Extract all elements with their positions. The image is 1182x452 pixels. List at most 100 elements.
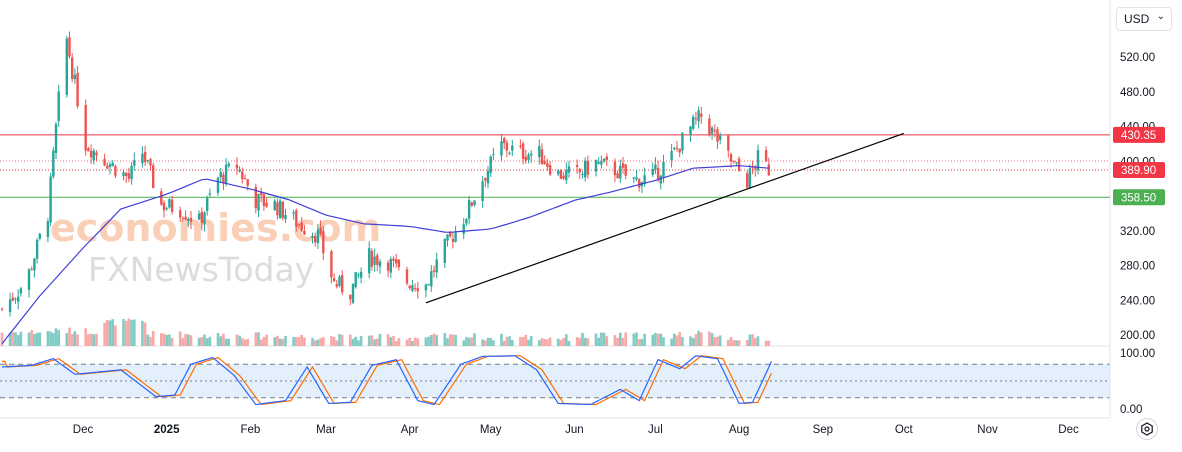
candle-body [538, 146, 541, 158]
candle-body [602, 158, 606, 162]
candle-body [162, 202, 166, 211]
price-axis[interactable]: 200.00240.00280.00320.00360.00400.00440.… [1120, 52, 1155, 416]
volume-bar [241, 338, 244, 346]
candle-body [462, 224, 465, 234]
candle-body [678, 148, 681, 153]
volume-bar [122, 318, 125, 346]
time-axis-label: Feb [240, 424, 260, 436]
volume-bar [448, 334, 452, 346]
volume-bar [670, 338, 673, 346]
candle-body [659, 175, 662, 184]
candle-body [311, 235, 314, 239]
time-axis-label: Jul [648, 424, 663, 436]
volume-bar [430, 334, 433, 346]
volume-bar [651, 334, 654, 346]
volume-bar [168, 334, 171, 346]
candle-body [292, 212, 295, 214]
stochastic-d-line [2, 355, 773, 406]
candle-body [708, 118, 711, 135]
candle-body [92, 150, 95, 161]
volume-bar [351, 338, 355, 346]
candle-body [670, 151, 673, 161]
volume-bar [330, 336, 333, 346]
volume-bar [205, 338, 209, 346]
candle-body [143, 151, 147, 163]
candle-body [767, 164, 770, 176]
trend-line[interactable] [425, 132, 905, 304]
moving-average-line [1, 165, 769, 345]
volume-bar [297, 337, 301, 346]
volume-bar [49, 331, 52, 346]
candle-body [125, 172, 128, 176]
candle-body [130, 166, 133, 180]
candle-body [638, 179, 641, 188]
volume-bar [187, 334, 190, 346]
volume-bar [162, 333, 166, 346]
volume-bar [133, 319, 136, 346]
volume-bar [273, 337, 276, 346]
volume-bar [65, 333, 69, 346]
volume-bar [130, 319, 133, 346]
watermark-line-2: FXNewsToday [88, 250, 314, 289]
candle-body [727, 135, 730, 151]
candle-body [748, 168, 752, 188]
volume-bar [659, 333, 663, 346]
candle-body [262, 194, 266, 206]
volume-bar [389, 337, 393, 346]
candle-body [17, 296, 20, 302]
volume-bar [14, 332, 17, 346]
volume-bar [11, 332, 15, 346]
volume-bar [259, 339, 263, 346]
volume-bar [751, 334, 754, 346]
volume-bar [76, 334, 79, 346]
time-axis[interactable]: Dec 2025 Feb Mar Apr May Jun Jul Aug Sep Oct Nov Dec [73, 424, 1079, 436]
candle-body [732, 160, 735, 162]
candle-body [764, 150, 768, 162]
volume-bar [435, 335, 438, 346]
candle-body [754, 166, 757, 169]
volume-bar [716, 336, 719, 346]
candle-body [527, 154, 530, 160]
volume-bar [654, 332, 657, 346]
candle-body [19, 288, 23, 294]
candle-body [238, 169, 241, 172]
volume-bar [562, 337, 565, 346]
volume-bar [678, 332, 681, 346]
time-axis-label: Oct [895, 424, 914, 436]
candle-body [530, 153, 533, 156]
volume-bar [754, 337, 757, 346]
volume-bar [349, 334, 352, 346]
volume-bar [756, 336, 760, 346]
candle-body [427, 284, 430, 286]
candle-body [467, 199, 471, 219]
time-axis-label: Nov [977, 424, 998, 436]
volume-bar [519, 336, 522, 346]
volume-bar [292, 336, 295, 346]
candle-body [508, 152, 511, 154]
settings-button[interactable] [1136, 418, 1158, 440]
candle-body [586, 160, 590, 175]
volume-bar [594, 333, 598, 346]
volume-bar [481, 339, 484, 346]
volume-bar [392, 335, 395, 346]
volume-bar [613, 335, 617, 346]
candle-body [368, 248, 371, 274]
candle-body [206, 197, 209, 212]
candle-body [187, 218, 190, 221]
volume-bar [254, 332, 258, 346]
candle-body [581, 173, 584, 175]
candle-body [500, 141, 503, 156]
volume-bar [473, 333, 476, 346]
volume-bar [319, 338, 322, 346]
candle-body [378, 261, 382, 267]
volume-bar [316, 339, 320, 346]
volume-bar [521, 337, 525, 346]
currency-selector[interactable]: USD ⌄ [1116, 7, 1172, 31]
volume-bar [35, 332, 39, 346]
candle-body [621, 163, 625, 168]
candle-body [654, 164, 657, 170]
volume-bar [540, 337, 544, 346]
volume-bar [567, 341, 571, 346]
